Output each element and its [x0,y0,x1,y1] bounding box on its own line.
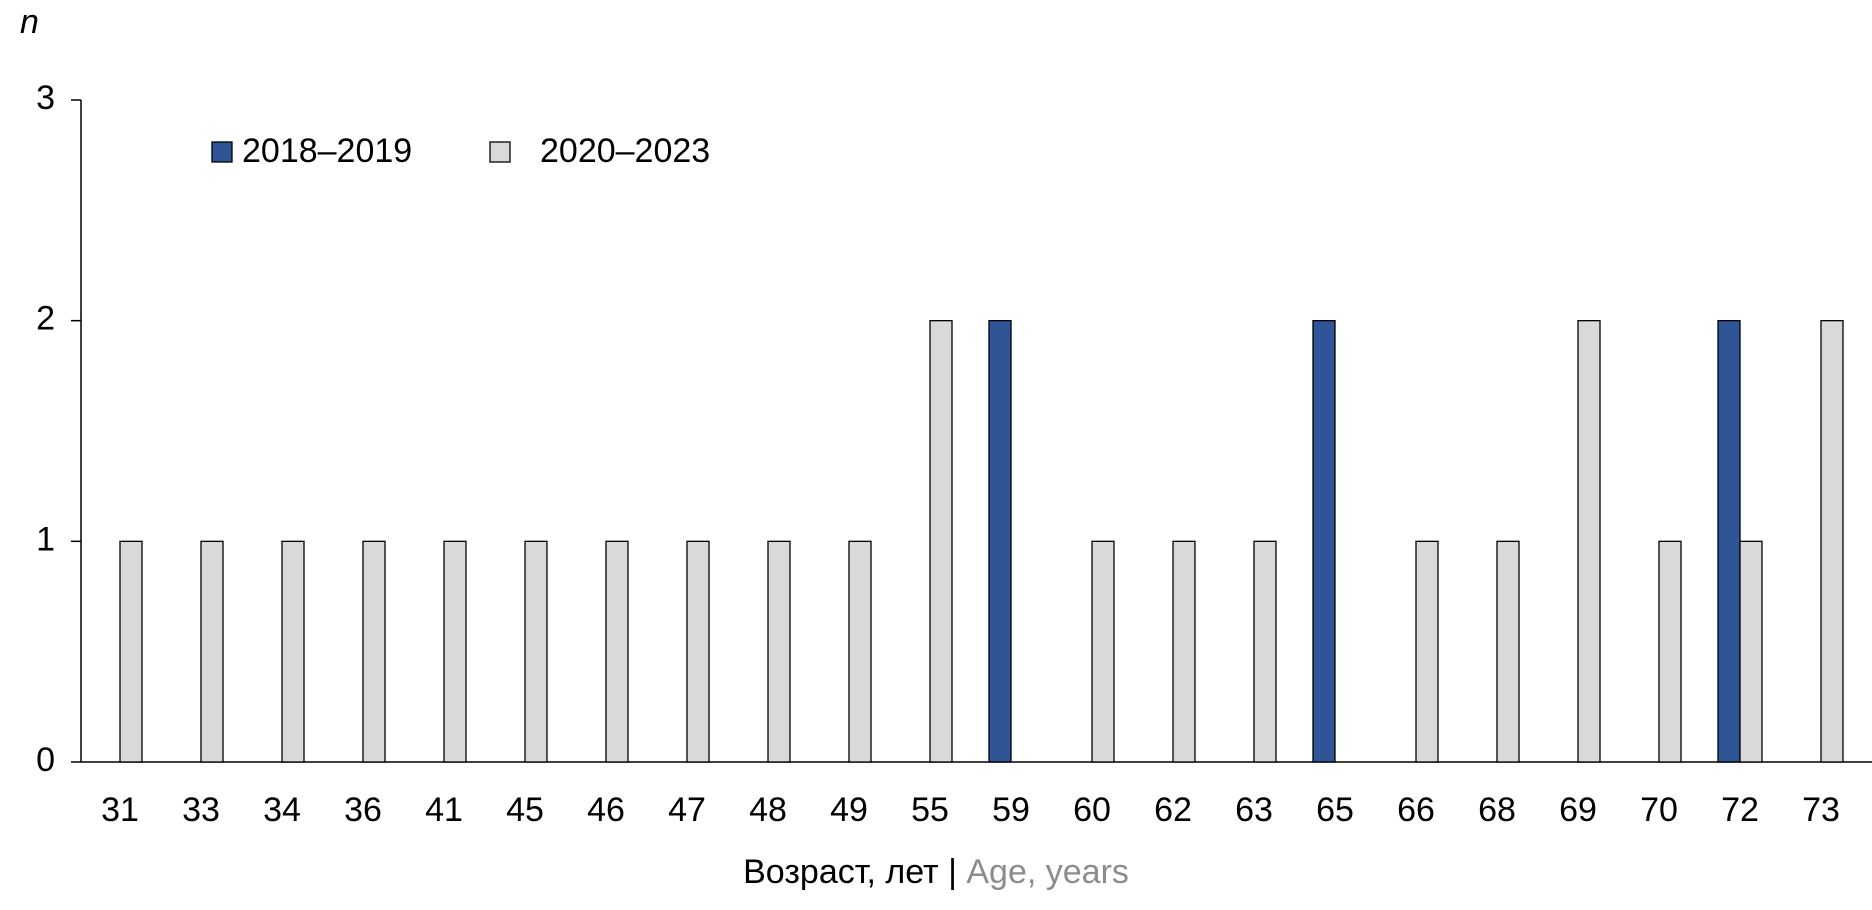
bar [200,540,224,763]
bar [988,320,1012,763]
x-tick-label: 45 [506,791,544,829]
x-tick-label: 36 [344,791,382,829]
legend-swatch [489,141,511,163]
bar [1253,540,1277,763]
x-axis-label-ru: Возраст, лет [743,853,939,891]
bar [119,540,143,763]
bar [281,540,305,763]
x-tick-label: 46 [587,791,625,829]
bar [1820,320,1844,763]
bar [1658,540,1682,763]
y-tick-label: 0 [36,741,55,779]
x-tick-label: 68 [1478,791,1516,829]
x-axis-label-sep: | [948,853,957,891]
x-tick-label: 48 [749,791,787,829]
bar [443,540,467,763]
bar [605,540,629,763]
x-axis-label-en: Age, years [966,853,1129,891]
x-tick-label: 33 [182,791,220,829]
bar [1717,320,1741,763]
x-tick-label: 70 [1640,791,1678,829]
x-tick-label: 62 [1154,791,1192,829]
x-tick-label: 47 [668,791,706,829]
x-tick-label: 59 [992,791,1030,829]
bar [1312,320,1336,763]
bar [767,540,791,763]
bar [848,540,872,763]
x-tick-label: 72 [1721,791,1759,829]
bar [1496,540,1520,763]
x-tick-label: 73 [1802,791,1840,829]
legend-label: 2018–2019 [242,132,412,170]
x-axis-label: Возраст, лет | Age, years [743,853,1129,891]
bar [1415,540,1439,763]
bar [686,540,710,763]
x-tick-label: 66 [1397,791,1435,829]
bar [362,540,386,763]
x-tick-label: 55 [911,791,949,829]
bar [1172,540,1196,763]
x-tick-label: 49 [830,791,868,829]
bar [929,320,953,763]
y-tick-label: 1 [36,520,55,558]
y-tick-label: 2 [36,300,55,338]
x-tick-label: 31 [101,791,139,829]
bar [524,540,548,763]
x-tick-label: 65 [1316,791,1354,829]
legend-swatch [211,141,233,163]
y-tick-label: 3 [36,79,55,117]
bar [1739,540,1763,763]
bar [1577,320,1601,763]
y-axis-label: n [20,3,39,41]
x-tick-label: 69 [1559,791,1597,829]
x-tick-label: 41 [425,791,463,829]
x-tick-label: 60 [1073,791,1111,829]
x-tick-label: 63 [1235,791,1273,829]
legend-label: 2020–2023 [540,132,710,170]
x-tick-label: 34 [263,791,301,829]
bar [1091,540,1115,763]
